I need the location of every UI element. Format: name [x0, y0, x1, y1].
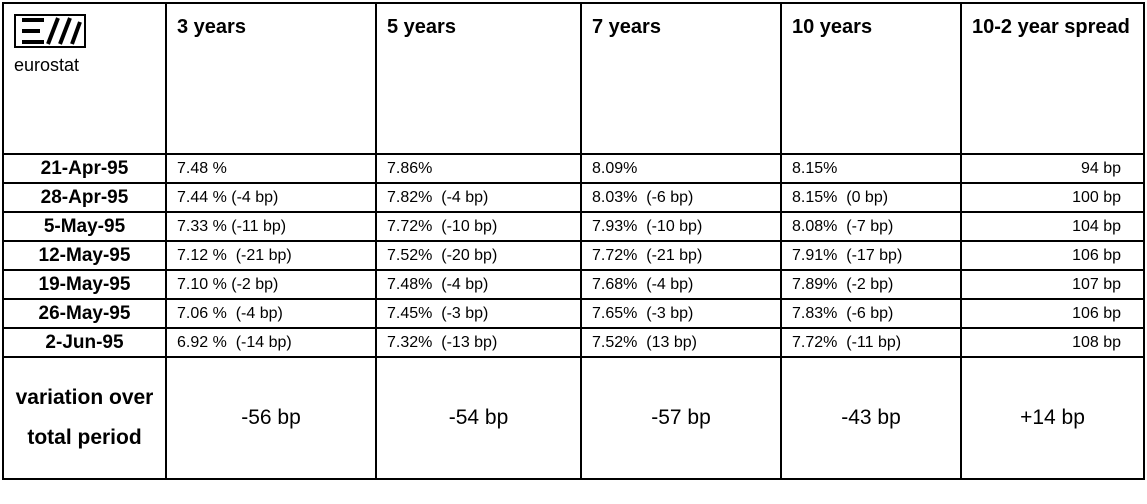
table-body: eurostat 3 years 5 years 7 years 10 years 10…	[2, 2, 1145, 480]
footer-label: variation over total period	[2, 356, 167, 480]
column-header: 5 years	[375, 2, 582, 155]
value-cell: 6.92 % (-14 bp)	[165, 327, 377, 358]
value-cell: 7.72% (-11 bp)	[780, 327, 962, 358]
value-cell: 7.82% (-4 bp)	[375, 182, 582, 213]
header-row: eurostat 3 years 5 years 7 years 10 years 10…	[2, 2, 1145, 155]
footer-value: -54 bp	[375, 356, 582, 480]
value-cell: 7.32% (-13 bp)	[375, 327, 582, 358]
value-cell: 7.52% (-20 bp)	[375, 240, 582, 271]
value-cell: 7.72% (-10 bp)	[375, 211, 582, 242]
column-header: 10-2 year spread	[960, 2, 1145, 155]
value-cell: 7.06 % (-4 bp)	[165, 298, 377, 329]
data-row: 26-May-95 7.06 % (-4 bp) 7.45% (-3 bp) 7.65…	[2, 298, 1145, 329]
value-cell: 7.93% (-10 bp)	[580, 211, 782, 242]
logo-cell: eurostat	[2, 2, 167, 155]
column-header: 7 years	[580, 2, 782, 155]
footer-row: variation over total period -56 bp -54 bp -…	[2, 356, 1145, 480]
data-row: 2-Jun-95 6.92 % (-14 bp) 7.32% (-13 bp) 7.5…	[2, 327, 1145, 358]
value-cell: 106 bp	[960, 240, 1145, 271]
value-cell: 108 bp	[960, 327, 1145, 358]
column-header: 3 years	[165, 2, 377, 155]
value-cell: 8.09%	[580, 153, 782, 184]
date-cell: 5-May-95	[2, 211, 167, 242]
data-row: 28-Apr-95 7.44 % (-4 bp) 7.82% (-4 bp) 8.03…	[2, 182, 1145, 213]
value-cell: 7.45% (-3 bp)	[375, 298, 582, 329]
value-cell: 7.65% (-3 bp)	[580, 298, 782, 329]
value-cell: 7.91% (-17 bp)	[780, 240, 962, 271]
value-cell: 7.52% (13 bp)	[580, 327, 782, 358]
footer-value: -56 bp	[165, 356, 377, 480]
value-cell: 100 bp	[960, 182, 1145, 213]
date-cell: 28-Apr-95	[2, 182, 167, 213]
data-row: 5-May-95 7.33 % (-11 bp) 7.72% (-10 bp) 7.9…	[2, 211, 1145, 242]
date-cell: 12-May-95	[2, 240, 167, 271]
column-header: 10 years	[780, 2, 962, 155]
footer-value: +14 bp	[960, 356, 1145, 480]
value-cell: 8.03% (-6 bp)	[580, 182, 782, 213]
logo-mark	[14, 14, 86, 48]
date-cell: 2-Jun-95	[2, 327, 167, 358]
value-cell: 104 bp	[960, 211, 1145, 242]
value-cell: 8.15% (0 bp)	[780, 182, 962, 213]
date-cell: 26-May-95	[2, 298, 167, 329]
value-cell: 7.72% (-21 bp)	[580, 240, 782, 271]
value-cell: 7.86%	[375, 153, 582, 184]
value-cell: 7.89% (-2 bp)	[780, 269, 962, 300]
value-cell: 7.44 % (-4 bp)	[165, 182, 377, 213]
value-cell: 7.48% (-4 bp)	[375, 269, 582, 300]
data-row: 12-May-95 7.12 % (-21 bp) 7.52% (-20 bp) 7.…	[2, 240, 1145, 271]
value-cell: 7.68% (-4 bp)	[580, 269, 782, 300]
logo-text: eurostat	[14, 55, 80, 75]
value-cell: 7.83% (-6 bp)	[780, 298, 962, 329]
value-cell: 8.08% (-7 bp)	[780, 211, 962, 242]
value-cell: 8.15%	[780, 153, 962, 184]
value-cell: 94 bp	[960, 153, 1145, 184]
value-cell: 7.10 % (-2 bp)	[165, 269, 377, 300]
value-cell: 7.33 % (-11 bp)	[165, 211, 377, 242]
date-cell: 19-May-95	[2, 269, 167, 300]
date-cell: 21-Apr-95	[2, 153, 167, 184]
footer-value: -57 bp	[580, 356, 782, 480]
value-cell: 7.12 % (-21 bp)	[165, 240, 377, 271]
value-cell: 107 bp	[960, 269, 1145, 300]
yield-table: eurostat 3 years 5 years 7 years 10 years 10…	[2, 2, 1145, 480]
value-cell: 106 bp	[960, 298, 1145, 329]
data-row: 21-Apr-95 7.48 % 7.86% 8.09% 8.15% 94 bp	[2, 153, 1145, 184]
data-row: 19-May-95 7.10 % (-2 bp) 7.48% (-4 bp) 7.68…	[2, 269, 1145, 300]
footer-value: -43 bp	[780, 356, 962, 480]
value-cell: 7.48 %	[165, 153, 377, 184]
